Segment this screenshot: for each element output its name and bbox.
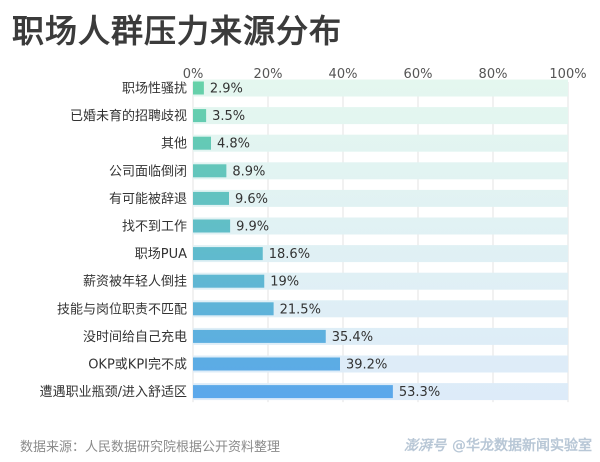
bar [193,385,393,399]
bar [193,247,263,261]
bar-row: 有可能被辞退 9.6% [109,189,568,207]
grid-lines [192,82,569,403]
category-label: 有可能被辞退 [109,192,187,207]
bar [193,81,204,95]
x-tick-label: 60% [404,67,433,82]
chart-title: 职场人群压力来源分布 [12,12,343,50]
x-tick-label: 80% [479,67,508,82]
bar-rows: 职场性骚扰 2.9% 已婚未育的招聘歧视 3.5% 其他 4.8% 公司面临倒闭 8.9% 有可… [40,79,568,401]
bar [193,329,326,343]
value-label: 18.6% [269,247,310,262]
source-note: 数据来源：人民数据研究院根据公开资料整理 [20,440,281,455]
category-label: 公司面临倒闭 [109,164,187,179]
value-label: 53.3% [399,385,440,400]
category-label: 技能与岗位职责不匹配 [57,302,187,317]
bar-track [193,134,568,152]
x-tick-label: 100% [549,67,586,82]
value-label: 35.4% [332,330,373,345]
bar [193,136,211,150]
bar-track [193,300,568,318]
value-label: 3.5% [212,109,245,124]
bar [193,191,229,205]
bar-row: 职场性骚扰 2.9% [122,79,568,97]
value-label: 19% [270,275,299,290]
x-tick-labels: 0% 20% 40% 60% 80% 100% [183,67,587,82]
category-label: 职场性骚扰 [122,82,187,97]
category-label: 已婚未育的招聘歧视 [70,108,187,124]
bar [193,219,231,233]
bar [193,109,207,123]
category-label: 找不到工作 [122,220,187,235]
bar-row: 技能与岗位职责不匹配 21.5% [57,300,568,318]
value-label: 8.9% [232,164,265,179]
bar-row: 找不到工作 9.9% [122,217,568,235]
bar-track [193,107,568,125]
credit-watermark: 澎湃号 @华龙数据新闻实验室 [404,435,592,455]
value-label: 9.6% [235,192,268,207]
category-label: 其他 [161,137,187,152]
bar [193,164,227,178]
bar-row: 遭遇职业瓶颈/进入舒适区 53.3% [40,383,568,401]
bar-row: 薪资被年轻人倒挂 19% [83,272,568,290]
platform-name: 澎湃号 [404,438,446,454]
bar-row: OKP或KPI完不成 39.2% [88,355,568,373]
category-label: 遭遇职业瓶颈/进入舒适区 [40,385,187,400]
value-label: 39.2% [346,358,387,373]
x-tick-label: 0% [183,67,204,82]
bar-track [193,189,568,207]
category-label: 薪资被年轻人倒挂 [83,275,187,290]
bar-track [193,272,568,290]
bar-track [193,245,568,263]
credit-text: @华龙数据新闻实验室 [452,438,592,454]
bar [193,302,274,316]
bar [193,274,265,288]
value-label: 4.8% [217,137,250,152]
category-label: OKP或KPI完不成 [88,358,187,373]
bar-row: 职场PUA 18.6% [135,245,568,263]
value-label: 9.9% [236,220,269,235]
category-label: 职场PUA [135,247,187,262]
bar-row: 已婚未育的招聘歧视 3.5% [70,107,568,125]
category-label: 没时间给自己充电 [83,329,187,345]
bar-track [193,79,568,97]
bar [193,357,340,371]
x-tick-label: 40% [329,67,358,82]
bar-track [193,162,568,180]
value-label: 21.5% [280,302,321,317]
bar-row: 其他 4.8% [161,134,568,152]
bar-track [193,217,568,235]
x-tick-label: 20% [254,67,283,82]
bar-row: 没时间给自己充电 35.4% [83,327,568,345]
bar-row: 公司面临倒闭 8.9% [109,162,568,180]
value-label: 2.9% [210,82,243,97]
